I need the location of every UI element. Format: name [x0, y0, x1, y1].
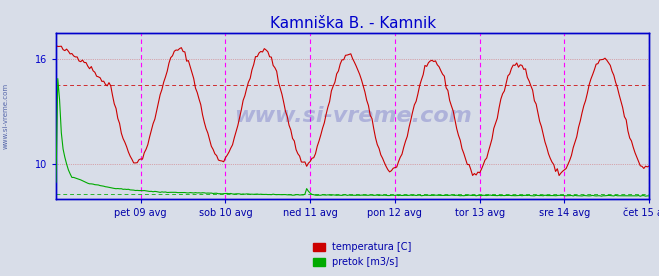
Text: www.si-vreme.com: www.si-vreme.com: [2, 83, 9, 149]
Title: Kamniška B. - Kamnik: Kamniška B. - Kamnik: [270, 15, 436, 31]
Text: www.si-vreme.com: www.si-vreme.com: [234, 106, 471, 126]
Legend: temperatura [C], pretok [m3/s]: temperatura [C], pretok [m3/s]: [309, 238, 416, 271]
